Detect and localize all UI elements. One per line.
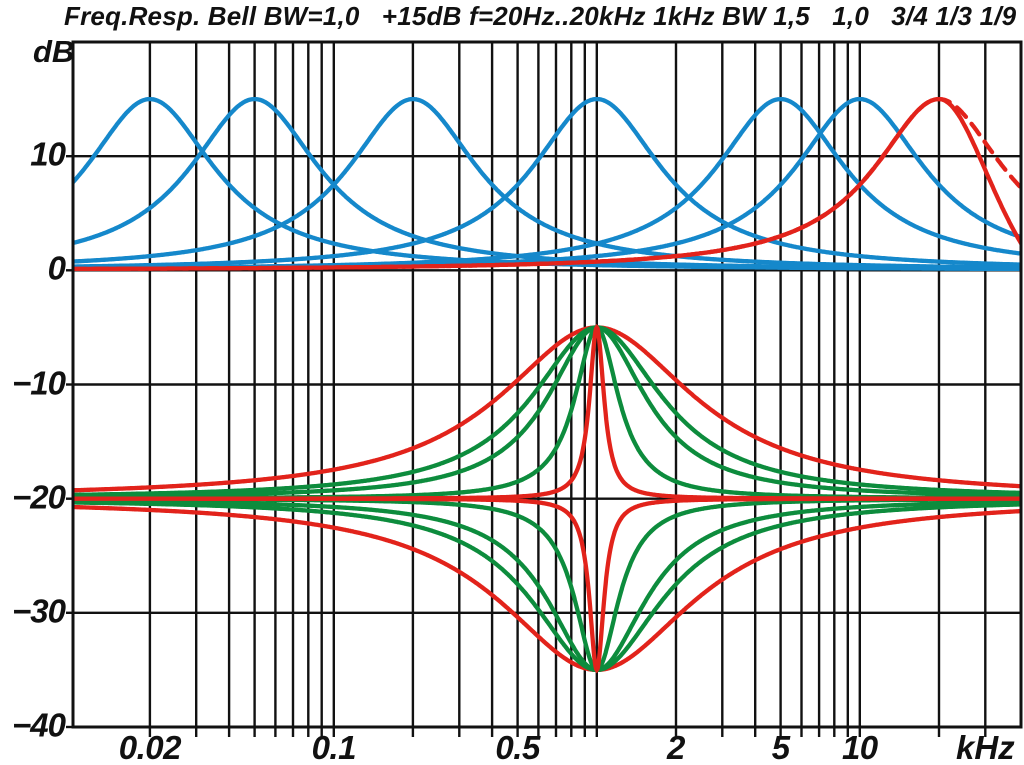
axis-frame: [71, 40, 1023, 729]
curve-boost-1khz-bw-1-0: [73, 325, 1021, 497]
y-tick-label: 0: [47, 249, 66, 287]
curve-bell-10khz: [73, 96, 1021, 271]
y-axis-unit-label: dB: [33, 34, 75, 69]
curve-cut-1khz-bw-1-0: [73, 500, 1021, 673]
curve-bell-50hz: [73, 96, 1021, 271]
grid-lines: [73, 42, 1021, 727]
x-tick-label: 0.5: [495, 729, 540, 765]
curve-bell-20khz-analog-dashed: [73, 96, 1021, 272]
y-tick-label: −30: [12, 592, 66, 630]
curve-boost-1khz-bw-1-5: [73, 325, 1021, 493]
x-tick-label: 10: [841, 729, 878, 765]
x-tick-label: 5: [771, 729, 790, 765]
y-tick-label: 10: [30, 135, 66, 173]
curve-bell-200hz: [73, 96, 1021, 270]
x-tick-label: 2: [667, 729, 685, 765]
curve-cut-1khz-bw-1-9: [73, 496, 1021, 674]
curve-cut-1khz-bw-3-4: [73, 498, 1021, 673]
curve-bell-1khz: [73, 96, 1021, 269]
x-tick-label: 0.02: [118, 729, 182, 765]
x-axis-unit-label: kHz: [955, 729, 1015, 765]
curve-bell-5khz: [73, 96, 1021, 271]
curve-bell-20hz: [73, 96, 1021, 272]
chart-title: Freq.Resp. Bell BW=1,0 +15dB f=20Hz..20k…: [64, 1, 1017, 31]
curve-boost-1khz-bw-3-4: [73, 325, 1021, 499]
x-tick-label: 0.1: [311, 729, 357, 765]
y-tick-label: −20: [12, 478, 66, 516]
bell-curves: [73, 96, 1021, 674]
tick-marks: [66, 154, 987, 737]
curve-cut-1khz-bw-1-5: [73, 504, 1021, 673]
curve-bell-20khz-digital: [73, 96, 1021, 272]
y-tick-label: −40: [12, 706, 66, 744]
y-tick-label: −10: [12, 363, 66, 401]
